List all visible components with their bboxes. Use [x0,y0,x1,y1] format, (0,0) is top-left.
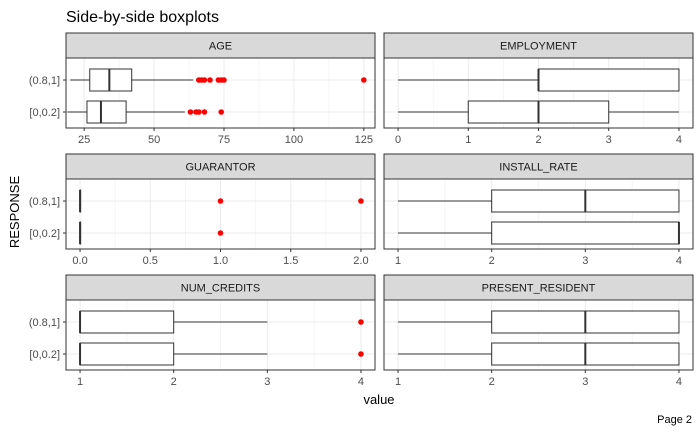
x-tick-label: 2 [535,134,541,146]
panel-border [383,178,694,250]
x-tick-label: 2 [489,376,495,388]
facet-guarantor: GUARANTOR 0.0 0.5 1.0 1.5 2.0 (0.8,1] [0,0.2] [29,153,376,267]
boxplot-present-resident-upper [398,310,680,334]
strip-label-install-rate: INSTALL_RATE [499,162,577,174]
outlier-point [361,77,367,83]
y-tick-label: (0.8,1] [29,317,60,329]
strip-age [65,32,376,59]
x-tick-label: 1.5 [283,255,298,267]
boxplot-age-lower [67,100,224,124]
x-tick-label: 4 [676,376,682,388]
strip-label-guarantor: GUARANTOR [185,162,255,174]
page-label: Page 2 [657,414,692,426]
boxplot-guarantor-lower [79,221,224,245]
outlier-point [358,351,364,357]
outlier-point [217,198,224,204]
y-tick-label: [0,0.2] [29,107,60,119]
facet-present-resident: PRESENT_RESIDENT 1 2 3 4 [383,274,694,388]
x-tick-label: 2 [489,255,495,267]
boxplot-employment-lower [398,100,679,124]
boxplot-employment-upper [398,68,680,92]
box-iqr [538,68,680,92]
y-axis-title: RESPONSE [7,176,22,249]
x-tick-label: 0 [395,134,401,146]
outlier-point [207,77,213,83]
boxplot-guarantor-upper [79,189,364,213]
outlier-point [217,230,224,236]
box-iqr [79,342,175,366]
x-tick-label: 3 [264,376,270,388]
facet-age: AGE 25 50 75 100 125 (0.8,1] [0,0.2] [29,32,376,146]
outlier-point [196,109,202,115]
x-axis-title: value [363,392,394,407]
facet-employment: EMPLOYMENT 0 1 2 3 4 [383,32,694,146]
x-tick-label: 2.0 [353,255,368,267]
outlier-point [358,198,364,204]
y-tick-label: [0,0.2] [29,349,60,361]
x-tick-label: 100 [285,134,303,146]
strip-label-employment: EMPLOYMENT [500,41,577,53]
strip-label-age: AGE [209,41,232,53]
box-iqr [79,310,175,334]
strip-label-present-resident: PRESENT_RESIDENT [482,283,596,295]
x-tick-label: 4 [358,376,364,388]
x-tick-label: 125 [355,134,373,146]
boxplot-present-resident-lower [398,342,680,366]
facet-install-rate: INSTALL_RATE 1 2 3 4 [383,153,694,267]
x-tick-label: 1 [395,255,401,267]
strip-install-rate [383,153,694,180]
boxplot-install-rate-upper [398,189,680,213]
y-tick-label: (0.8,1] [29,75,60,87]
outlier-point [218,109,224,115]
x-tick-label: 50 [148,134,160,146]
x-tick-label: 3 [582,255,588,267]
strip-label-num-credits: NUM_CREDITS [181,283,260,295]
panel-border [383,57,694,129]
x-tick-label: 3 [582,376,588,388]
boxplot-age-upper [70,68,367,92]
outlier-point [187,109,194,115]
x-tick-label: 1 [465,134,471,146]
panel-border [65,299,376,371]
x-tick-label: 2 [171,376,177,388]
boxplot-num-credits-lower [79,342,364,366]
outlier-point [221,77,227,83]
x-tick-label: 4 [676,134,682,146]
panel-border [383,299,694,371]
x-tick-label: 0.5 [143,255,158,267]
strip-employment [383,32,694,59]
x-tick-label: 25 [78,134,90,146]
facet-panels: AGE 25 50 75 100 125 (0.8,1] [0,0.2] EMPLOYMENT 0… [29,32,694,388]
boxplot-num-credits-upper [79,310,364,334]
x-tick-label: 1 [77,376,83,388]
panel-border [65,178,376,250]
x-tick-label: 75 [218,134,230,146]
outlier-point [201,109,208,115]
boxplot-install-rate-lower [398,221,680,245]
chart-title: Side-by-side boxplots [66,9,219,26]
y-tick-label: (0.8,1] [29,196,60,208]
y-tick-label: [0,0.2] [29,228,60,240]
box-iqr [491,221,680,245]
strip-guarantor [65,153,376,180]
panel-border [65,57,376,129]
box-iqr [89,68,133,92]
outlier-point [358,319,364,325]
box-iqr [86,100,127,124]
strip-present-resident [383,274,694,301]
strip-num-credits [65,274,376,301]
facet-num-credits: NUM_CREDITS 1 2 3 4 (0.8,1] [0,0.2] [29,274,376,388]
x-tick-label: 0.0 [72,255,87,267]
x-tick-label: 1 [395,376,401,388]
outlier-point [201,77,208,83]
x-tick-label: 4 [676,255,682,267]
x-tick-label: 1.0 [213,255,228,267]
x-tick-label: 3 [606,134,612,146]
